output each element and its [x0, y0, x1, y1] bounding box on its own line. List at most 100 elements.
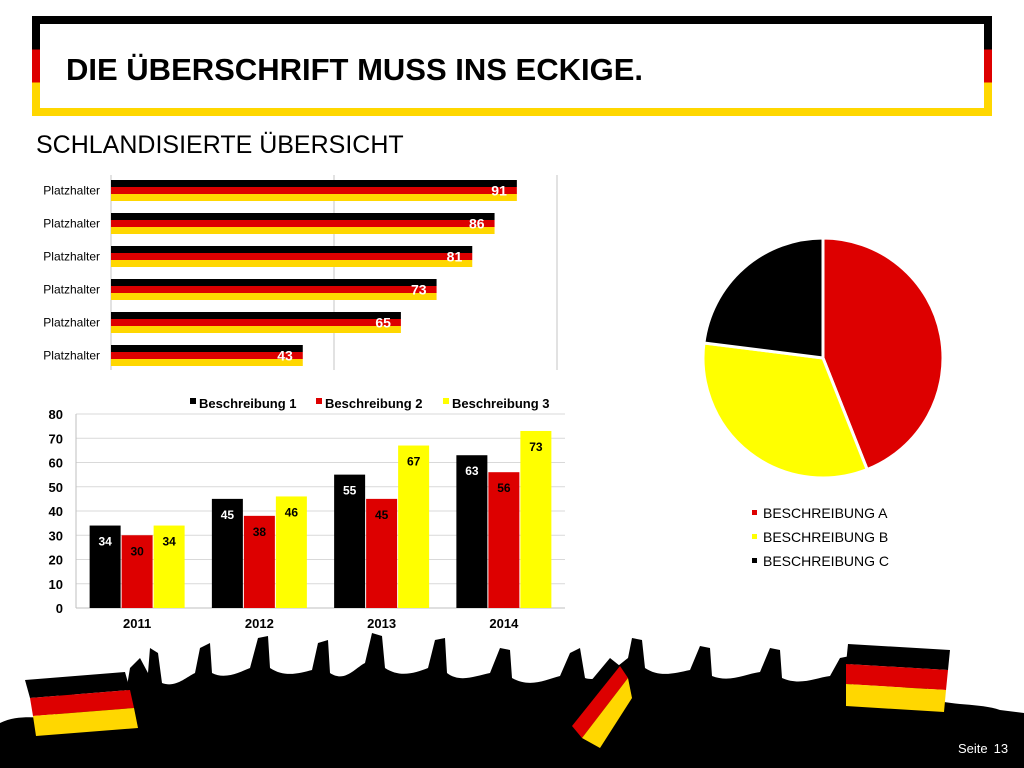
y-tick-label: 80	[49, 407, 63, 422]
category-label: Platzhalter	[43, 283, 100, 297]
pie-legend: BESCHREIBUNG A BESCHREIBUNG B BESCHREIBUNG…	[752, 504, 889, 576]
bar-stripe-red	[111, 286, 437, 293]
flag-right-icon	[846, 644, 950, 712]
column-2011-1	[121, 535, 153, 608]
bar-1	[111, 213, 495, 234]
bar-stripe-black	[111, 345, 303, 352]
bar-stripe-black	[111, 213, 495, 220]
pie-slice-0	[821, 236, 945, 472]
x-tick-label: 2013	[367, 616, 396, 631]
column-2012-2	[275, 496, 307, 608]
data-label: 38	[253, 525, 267, 539]
crowd-silhouette-image	[0, 633, 1024, 768]
data-label: 73	[411, 282, 427, 298]
bar-stripe-red	[111, 220, 495, 227]
pie-legend-item: BESCHREIBUNG A	[752, 504, 889, 528]
legend-label: Beschreibung 2	[325, 396, 423, 411]
legend-label: BESCHREIBUNG A	[763, 505, 888, 521]
data-label: 86	[469, 216, 485, 232]
category-label: Platzhalter	[43, 316, 100, 330]
legend-label: BESCHREIBUNG B	[763, 529, 889, 545]
category-label: Platzhalter	[43, 349, 100, 363]
bar-stripe-red	[111, 253, 473, 260]
legend-swatch	[443, 398, 449, 404]
data-label: 45	[375, 508, 389, 522]
pie-legend-item: BESCHREIBUNG B	[752, 528, 889, 552]
data-label: 30	[130, 544, 144, 558]
data-label: 67	[407, 455, 421, 469]
column-2014-0	[456, 455, 488, 608]
data-label: 34	[98, 535, 112, 549]
data-label: 65	[375, 315, 391, 331]
bar-5	[111, 345, 303, 366]
bar-stripe-red	[111, 352, 303, 359]
column-2011-2	[153, 525, 185, 608]
page-number-value: 13	[993, 741, 1009, 756]
data-label: 34	[162, 535, 176, 549]
data-label: 63	[465, 464, 479, 478]
bar-stripe-black	[111, 180, 517, 187]
pie-slice-2	[702, 236, 825, 360]
legend-swatch	[752, 557, 757, 563]
slide-title: DIE ÜBERSCHRIFT MUSS INS ECKIGE.	[66, 52, 643, 87]
data-label: 55	[343, 484, 357, 498]
flag-center-icon	[560, 658, 632, 748]
data-label: 73	[529, 440, 543, 454]
bar-stripe-black	[111, 312, 401, 319]
category-label: Platzhalter	[43, 217, 100, 231]
y-tick-label: 70	[49, 431, 63, 446]
flag-left-icon	[25, 672, 138, 736]
x-tick-label: 2011	[123, 616, 151, 631]
y-tick-label: 10	[49, 577, 63, 592]
bar-stripe-gold	[111, 293, 437, 300]
title-frame: DIE ÜBERSCHRIFT MUSS INS ECKIGE.	[32, 16, 992, 116]
y-tick-label: 30	[49, 528, 63, 543]
data-label: 81	[447, 249, 463, 265]
y-tick-label: 20	[49, 553, 63, 568]
legend-label: BESCHREIBUNG C	[763, 553, 890, 569]
legend-swatch	[316, 398, 322, 404]
bar-4	[111, 312, 401, 333]
column-2014-1	[488, 472, 520, 608]
legend-swatch	[752, 509, 757, 515]
grouped-column-chart: 0 10 20 30 40 50 60 70 80 34 30 34 2011 45 38 46 2012 55 4…	[49, 396, 565, 631]
bar-stripe-red	[111, 187, 517, 194]
data-label: 91	[491, 183, 507, 199]
page-label: Seite	[958, 741, 988, 756]
pie-chart	[701, 236, 945, 480]
bar-2	[111, 246, 473, 267]
column-2012-1	[243, 515, 275, 608]
bar-stripe-gold	[111, 326, 401, 333]
column-2014-2	[520, 430, 552, 608]
bar-stripe-red	[111, 319, 401, 326]
y-tick-label: 0	[56, 601, 63, 616]
column-2012-0	[211, 498, 243, 608]
category-label: Platzhalter	[43, 250, 100, 264]
title-box: DIE ÜBERSCHRIFT MUSS INS ECKIGE.	[40, 24, 984, 108]
column-2013-1	[366, 498, 398, 608]
y-tick-label: 40	[49, 504, 63, 519]
legend-swatch	[190, 398, 196, 404]
y-tick-label: 60	[49, 456, 63, 471]
legend-label: Beschreibung 1	[199, 396, 297, 411]
slide-subtitle: SCHLANDISIERTE ÜBERSICHT	[36, 131, 404, 159]
bar-stripe-gold	[111, 194, 517, 201]
pie-slice-1	[701, 341, 870, 480]
category-label: Platzhalter	[43, 184, 100, 198]
legend-label: Beschreibung 3	[452, 396, 550, 411]
bar-stripe-gold	[111, 359, 303, 366]
bar-stripe-gold	[111, 227, 495, 234]
y-tick-label: 50	[49, 480, 63, 495]
data-label: 43	[277, 348, 293, 364]
bar-stripe-black	[111, 246, 473, 253]
column-2013-0	[334, 474, 366, 608]
pie-legend-item: BESCHREIBUNG C	[752, 552, 889, 576]
legend-swatch	[752, 533, 757, 539]
column-2011-0	[89, 525, 121, 608]
bar-0	[111, 180, 517, 201]
data-label: 56	[497, 481, 511, 495]
horizontal-bar-chart: Platzhalter 91 Platzhalter 86 Platzhalter 81 P…	[43, 175, 558, 370]
data-label: 46	[285, 505, 299, 519]
page-number: Seite 13	[958, 741, 1008, 756]
bar-stripe-black	[111, 279, 437, 286]
